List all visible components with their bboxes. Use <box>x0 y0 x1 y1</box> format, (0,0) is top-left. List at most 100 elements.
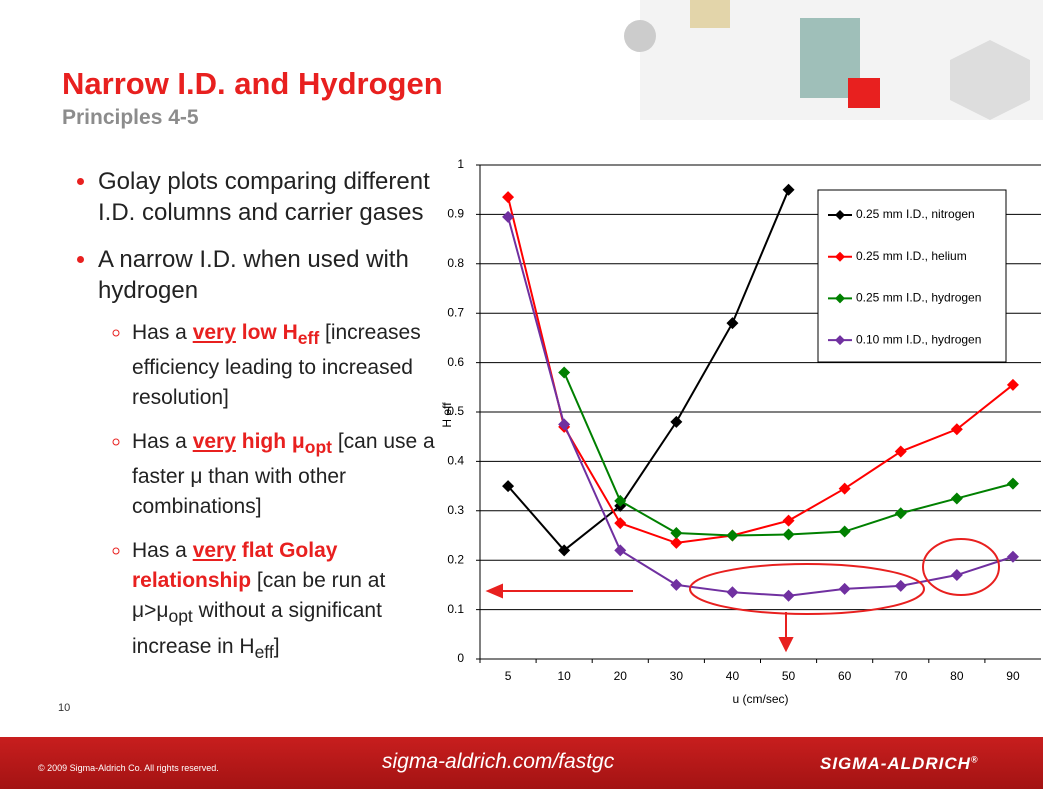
y-tick-label: 0.3 <box>447 503 464 517</box>
point <box>502 191 515 204</box>
emphasis: very <box>192 321 236 344</box>
y-tick-label: 0.2 <box>447 552 464 566</box>
x-tick-label: 30 <box>670 669 684 683</box>
y-axis-label: H eff <box>440 402 454 428</box>
x-tick-label: 40 <box>726 669 740 683</box>
text: Has a <box>132 539 193 563</box>
point <box>782 589 795 602</box>
text: without a significant increase in H <box>132 599 382 658</box>
legend-marker <box>835 251 845 262</box>
legend <box>817 189 1007 363</box>
legend-marker <box>835 335 845 346</box>
y-tick-label: 0.6 <box>447 355 464 369</box>
legend-label: 0.25 mm I.D., helium <box>856 249 967 263</box>
x-tick-label: 70 <box>894 669 908 683</box>
y-tick-label: 0.4 <box>447 454 464 468</box>
point <box>502 210 515 223</box>
legend-marker <box>835 293 845 304</box>
point <box>838 482 851 495</box>
point <box>726 529 739 542</box>
point <box>1006 550 1019 563</box>
text: [can use a faster μ than with other comb… <box>132 430 435 519</box>
point <box>670 578 683 591</box>
point <box>782 183 795 196</box>
decoration <box>624 0 1043 120</box>
subscript: eff <box>297 328 320 349</box>
point <box>670 415 683 428</box>
legend-label: 0.25 mm I.D., hydrogen <box>856 291 981 305</box>
emphasis: flat Golay relationship <box>132 539 338 593</box>
bullet: A narrow I.D. when used with hydrogen Ha… <box>98 244 438 667</box>
x-tick-label: 50 <box>782 669 796 683</box>
x-tick-label: 90 <box>1006 669 1020 683</box>
text: Has a <box>132 321 193 344</box>
point <box>614 494 627 507</box>
emphasis: low H <box>235 321 298 344</box>
sub-bullet: Has a very high μopt [can use a faster μ… <box>132 427 438 522</box>
point <box>726 586 739 599</box>
page-number: 10 <box>58 702 71 714</box>
emphasis: very <box>192 539 236 563</box>
text: [increases efficiency leading to increas… <box>132 321 421 410</box>
point <box>894 445 907 458</box>
subtitle: Principles 4-5 <box>62 106 199 129</box>
x-axis-label: u (cm/sec) <box>732 692 788 706</box>
point <box>502 480 515 493</box>
point <box>782 528 795 541</box>
sub-bullet: Has a very flat Golay relationship [can … <box>132 536 438 666</box>
point <box>614 544 627 557</box>
point <box>950 423 963 436</box>
y-tick-label: 1 <box>457 157 464 171</box>
point <box>558 366 571 379</box>
point <box>838 582 851 595</box>
text: ] <box>273 634 280 658</box>
subscript: opt <box>304 437 332 458</box>
y-tick-label: 0.1 <box>447 602 464 616</box>
x-tick-label: 60 <box>838 669 852 683</box>
brand: SIGMA-ALDRICH® <box>820 754 979 774</box>
legend-label: 0.25 mm I.D., nitrogen <box>856 207 975 221</box>
legend-marker <box>835 210 845 220</box>
point <box>670 527 683 540</box>
y-tick-label: 0.9 <box>447 207 464 221</box>
point <box>1006 477 1019 490</box>
url: sigma-aldrich.com/fastgc <box>382 750 615 773</box>
point <box>782 514 795 527</box>
x-tick-label: 10 <box>557 669 571 683</box>
point <box>614 517 627 530</box>
bullet: Golay plots comparing different I.D. col… <box>98 166 438 228</box>
point <box>950 569 963 582</box>
point <box>1006 378 1019 391</box>
x-tick-label: 20 <box>614 669 628 683</box>
y-tick-label: 0.5 <box>447 404 464 418</box>
series-line <box>507 196 1014 544</box>
point <box>670 536 683 549</box>
y-tick-label: 0.7 <box>447 305 464 319</box>
sub-bullet: Has a very low Heff [increases efficienc… <box>132 318 438 413</box>
point <box>838 525 851 538</box>
brand-name: SIGMA-ALDRICH <box>820 754 971 773</box>
text: Has a <box>132 430 193 454</box>
annotations <box>485 538 1000 653</box>
x-tick-label: 5 <box>505 669 512 683</box>
bullet-text: A narrow I.D. when used with hydrogen <box>98 246 409 304</box>
brand-mark: ® <box>970 754 979 765</box>
point <box>558 418 571 431</box>
emphasis: very <box>192 430 236 454</box>
subscript: eff <box>254 641 274 662</box>
series-line <box>507 189 790 552</box>
point <box>558 544 571 557</box>
emphasis: high μ <box>235 430 305 454</box>
point <box>894 507 907 520</box>
text: [can be run at μ>μ <box>132 569 386 623</box>
title: Narrow I.D. and Hydrogen <box>62 66 443 101</box>
point <box>726 317 739 330</box>
y-tick-label: 0 <box>457 651 464 665</box>
x-tick-label: 80 <box>950 669 964 683</box>
legend-label: 0.10 mm I.D., hydrogen <box>856 332 981 346</box>
bullet-list: Golay plots comparing different I.D. col… <box>78 166 438 683</box>
sub-bullet-list: Has a very low Heff [increases efficienc… <box>98 318 438 667</box>
copyright: © 2009 Sigma-Aldrich Co. All rights rese… <box>38 763 219 773</box>
